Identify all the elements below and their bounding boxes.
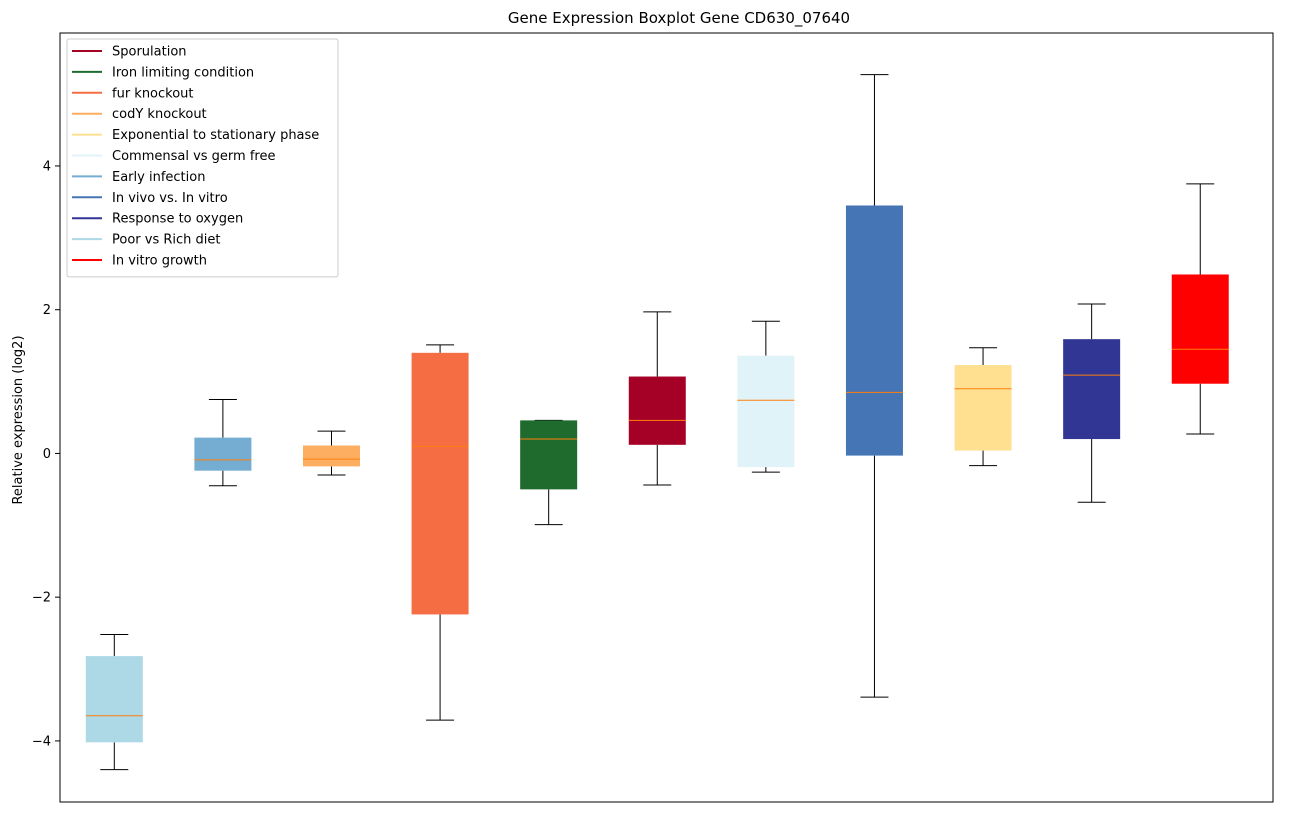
- chart-title: Gene Expression Boxplot Gene CD630_07640: [508, 9, 850, 28]
- box-group: [302, 430, 360, 476]
- box-sporulation: [628, 376, 686, 445]
- legend-frame: [66, 38, 339, 278]
- box-early-infection: [194, 437, 252, 471]
- y-tick-label: 4: [43, 159, 51, 174]
- box-group: [194, 399, 252, 487]
- box-group: [954, 347, 1012, 467]
- box-group: [1171, 183, 1229, 435]
- legend-label: Sporulation: [112, 45, 187, 60]
- legend-label: In vivo vs. In vitro: [112, 191, 228, 206]
- box-group: [520, 419, 578, 526]
- box-group: [845, 74, 903, 698]
- box-group: [628, 311, 686, 486]
- box-group: [1063, 303, 1121, 503]
- y-tick-label: −4: [32, 734, 51, 749]
- legend-label: Exponential to stationary phase: [112, 128, 319, 143]
- box-group: [411, 344, 469, 721]
- y-tick-label: −2: [32, 591, 51, 606]
- box-group: [85, 634, 143, 771]
- box-fur-knockout: [411, 352, 469, 615]
- axes-frame: [59, 32, 1274, 803]
- box-iron-limiting-condition: [520, 420, 578, 490]
- legend-label: Early infection: [112, 170, 205, 185]
- legend-label: Commensal vs germ free: [112, 149, 275, 164]
- box-cody-knockout: [302, 445, 360, 467]
- legend-label: fur knockout: [112, 86, 194, 101]
- legend-label: In vitro growth: [112, 254, 207, 269]
- box-exponential-to-stationary-phase: [954, 365, 1012, 451]
- y-axis-label: Relative expression (log2): [11, 335, 26, 504]
- box-in-vivo-vs-in-vitro: [845, 205, 903, 456]
- plot-area: −4 −2 0 2 4: [32, 74, 1229, 771]
- legend-label: Iron limiting condition: [112, 65, 254, 80]
- legend: Sporulation Iron limiting condition fur kn…: [66, 38, 339, 278]
- box-in-vitro-growth: [1171, 274, 1229, 384]
- y-tick-label: 2: [43, 303, 51, 318]
- legend-label: codY knockout: [112, 107, 207, 122]
- y-tick-label: 0: [43, 447, 51, 462]
- box-group: [737, 320, 795, 473]
- legend-label: Poor vs Rich diet: [112, 233, 220, 248]
- box-poor-vs-rich-diet: [85, 656, 143, 743]
- box-response-to-oxygen: [1063, 339, 1121, 440]
- box-commensal-vs-germ-free: [737, 355, 795, 468]
- legend-label: Response to oxygen: [112, 212, 243, 227]
